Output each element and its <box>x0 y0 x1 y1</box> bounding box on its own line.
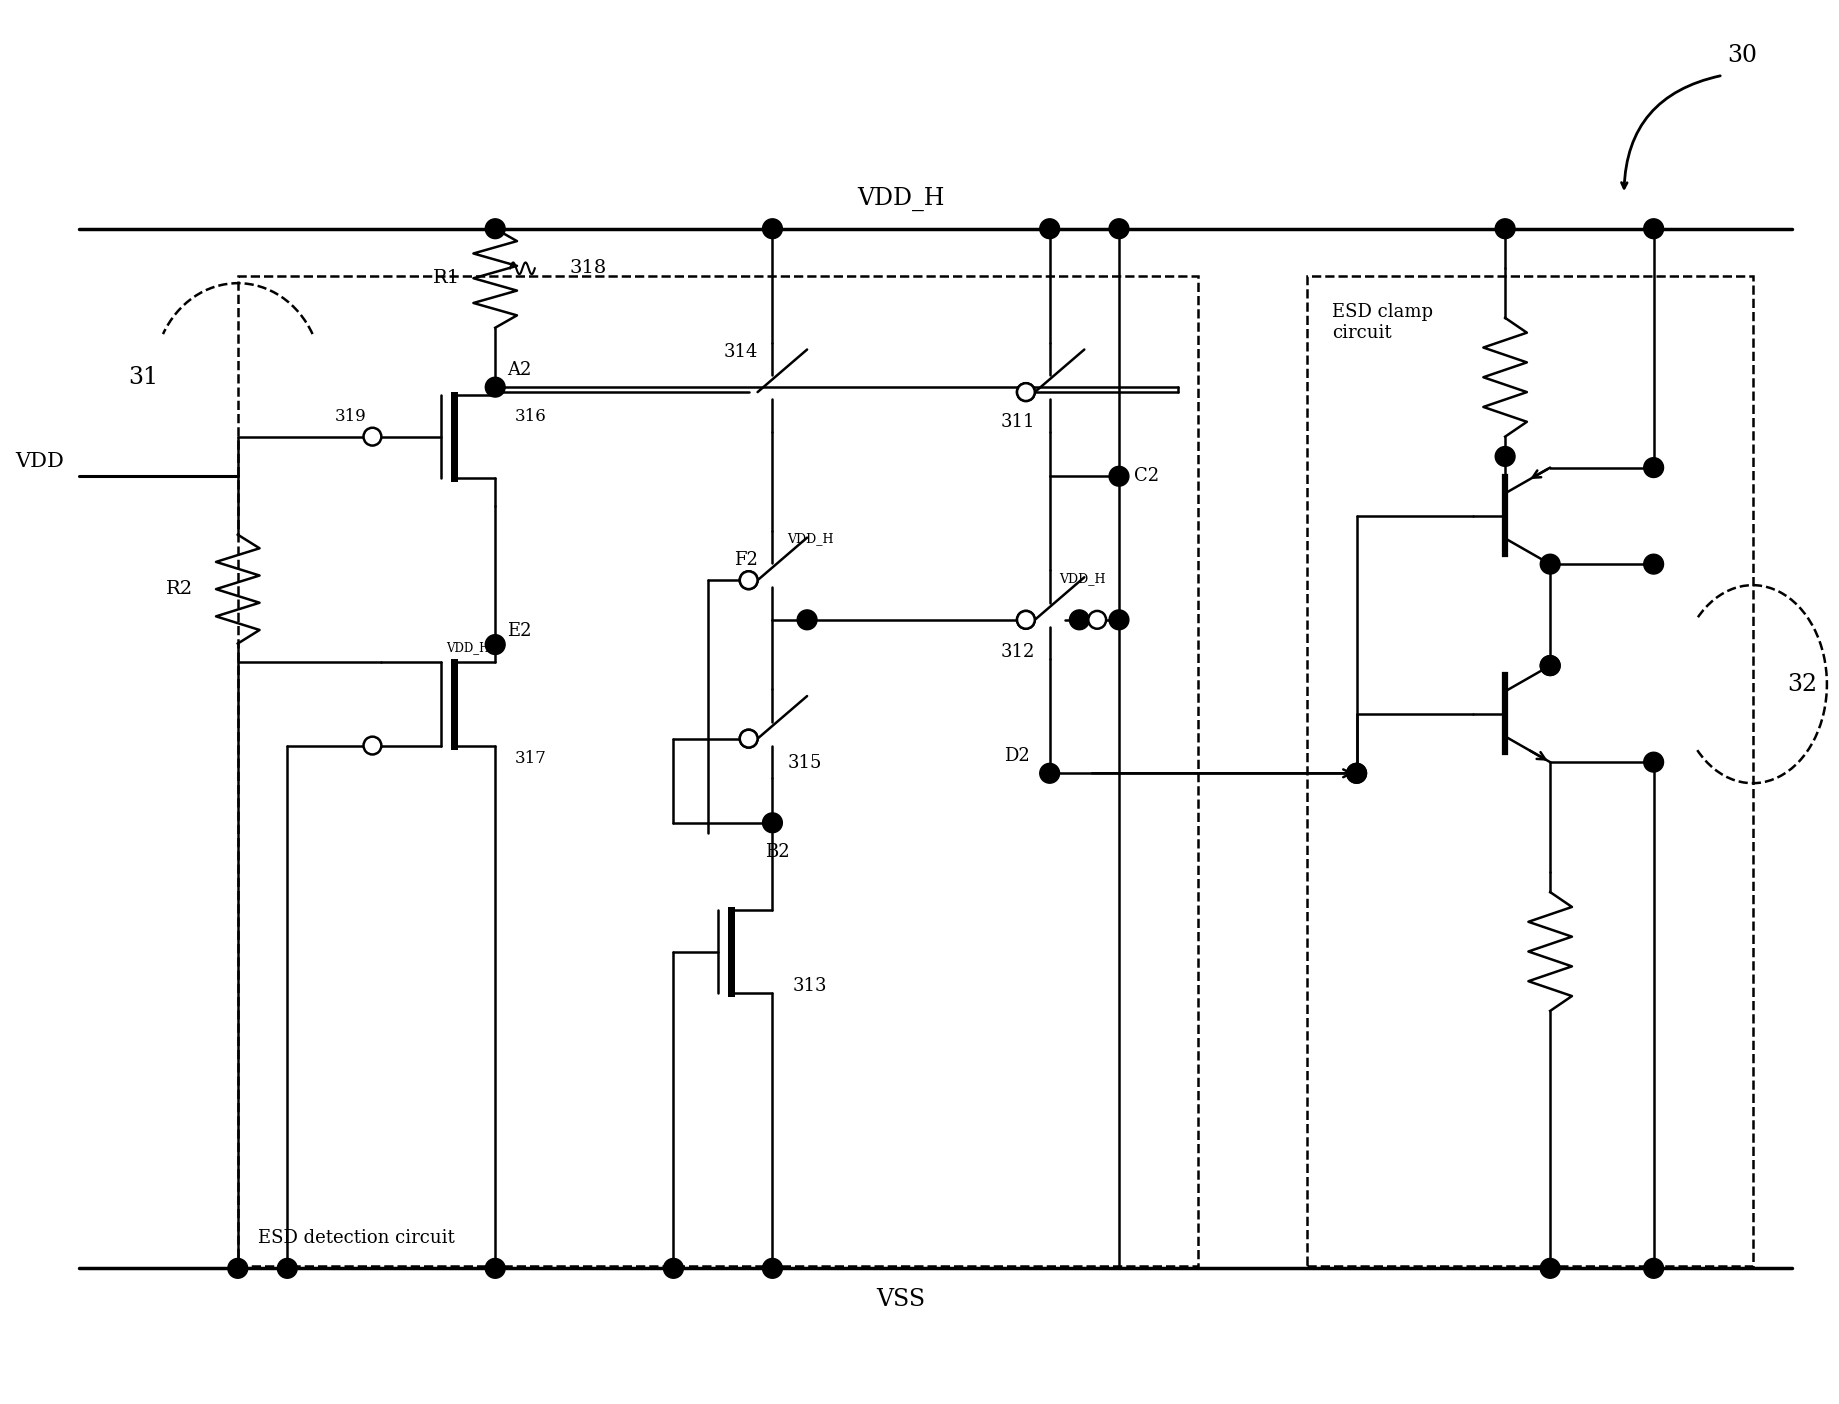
Bar <box>237 277 1199 1266</box>
Text: VDD: VDD <box>17 452 64 472</box>
Circle shape <box>1017 611 1035 629</box>
Circle shape <box>1017 383 1035 402</box>
Circle shape <box>485 635 506 654</box>
Circle shape <box>796 609 817 630</box>
Circle shape <box>763 219 782 239</box>
Circle shape <box>1039 219 1059 239</box>
Circle shape <box>1109 466 1129 486</box>
Circle shape <box>364 428 381 445</box>
Text: VSS: VSS <box>877 1287 925 1311</box>
Circle shape <box>1346 764 1366 783</box>
Text: 32: 32 <box>1788 673 1817 695</box>
Circle shape <box>739 730 758 747</box>
Text: D2: D2 <box>1004 747 1030 765</box>
Circle shape <box>763 1258 782 1278</box>
Circle shape <box>1644 219 1664 239</box>
Text: C2: C2 <box>1135 468 1159 486</box>
Circle shape <box>1109 219 1129 239</box>
Circle shape <box>1644 458 1664 477</box>
Circle shape <box>1644 555 1664 574</box>
Circle shape <box>1070 609 1089 630</box>
Circle shape <box>364 737 381 754</box>
Circle shape <box>485 219 506 239</box>
Circle shape <box>739 571 758 590</box>
Circle shape <box>1039 764 1059 783</box>
Text: 317: 317 <box>515 750 546 767</box>
Text: 311: 311 <box>1000 413 1035 431</box>
Text: 318: 318 <box>570 260 607 278</box>
Text: 313: 313 <box>793 977 828 995</box>
Text: VDD_H: VDD_H <box>1059 573 1105 585</box>
Circle shape <box>739 730 758 747</box>
Circle shape <box>1495 446 1515 466</box>
Circle shape <box>1541 656 1559 675</box>
Text: A2: A2 <box>508 361 531 379</box>
Text: R2: R2 <box>166 580 193 598</box>
Text: F2: F2 <box>734 552 758 570</box>
Circle shape <box>1017 383 1035 402</box>
Text: 30: 30 <box>1729 44 1758 67</box>
Text: VDD_H: VDD_H <box>445 642 489 654</box>
Circle shape <box>228 1258 248 1278</box>
Text: 31: 31 <box>129 366 158 389</box>
Text: 315: 315 <box>787 754 822 772</box>
Text: 319: 319 <box>335 407 366 425</box>
Circle shape <box>1495 219 1515 239</box>
Text: B2: B2 <box>765 842 789 861</box>
Circle shape <box>739 571 758 590</box>
Circle shape <box>278 1258 298 1278</box>
Text: VDD_H: VDD_H <box>857 187 945 211</box>
Circle shape <box>485 378 506 397</box>
Text: R1: R1 <box>434 270 460 288</box>
Text: 312: 312 <box>1000 643 1035 661</box>
Circle shape <box>1109 609 1129 630</box>
Circle shape <box>1346 764 1366 783</box>
Circle shape <box>1541 656 1559 675</box>
Circle shape <box>664 1258 684 1278</box>
Circle shape <box>1541 1258 1559 1278</box>
Text: VDD_H: VDD_H <box>787 532 833 546</box>
Circle shape <box>1644 753 1664 772</box>
Text: E2: E2 <box>508 622 531 640</box>
Circle shape <box>485 1258 506 1278</box>
Circle shape <box>763 813 782 833</box>
Text: 314: 314 <box>723 344 758 361</box>
Bar <box>1308 277 1753 1266</box>
Text: ESD clamp
circuit: ESD clamp circuit <box>1331 303 1433 341</box>
Text: 316: 316 <box>515 407 546 425</box>
Circle shape <box>1644 1258 1664 1278</box>
Circle shape <box>1089 611 1105 629</box>
Circle shape <box>1017 611 1035 629</box>
Circle shape <box>1541 555 1559 574</box>
Text: ESD detection circuit: ESD detection circuit <box>257 1228 454 1247</box>
